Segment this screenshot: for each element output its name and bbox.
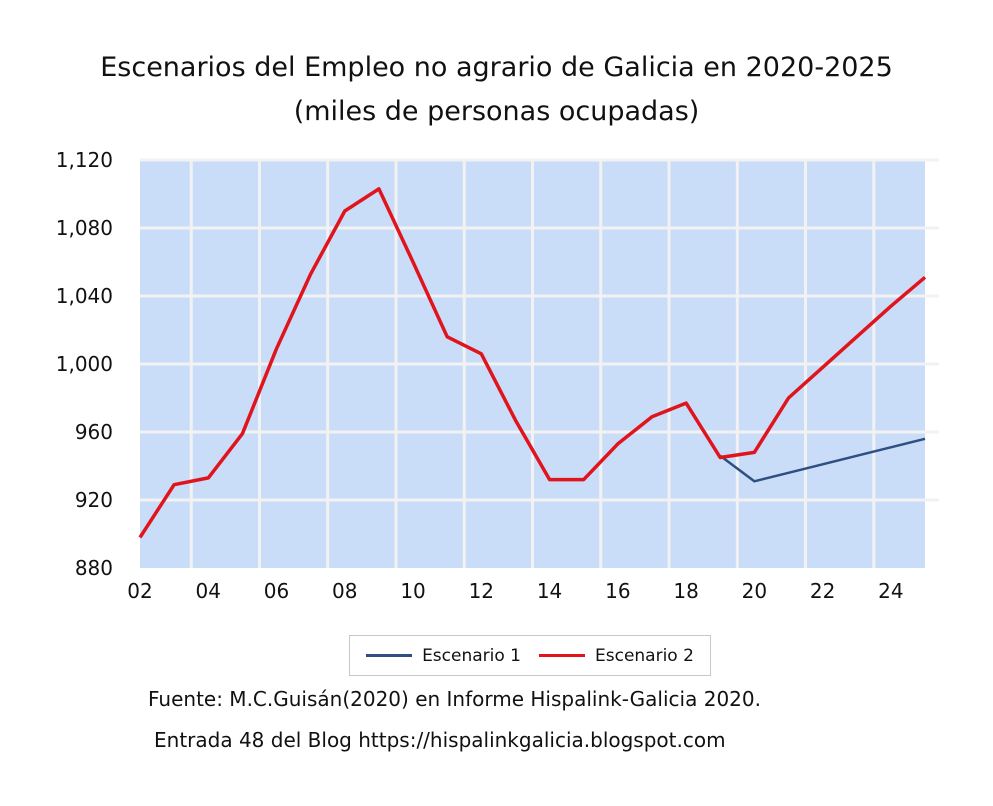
y-tick-label: 1,080 [56, 216, 113, 240]
x-axis: 02 04 06 08 10 12 14 16 18 20 22 24 [127, 579, 903, 603]
x-tick-label: 16 [605, 579, 630, 603]
y-tick-label: 920 [75, 488, 113, 512]
legend-label-escenario-1: Escenario 1 [422, 645, 521, 666]
x-tick-label: 04 [196, 579, 221, 603]
line-chart: 880 920 960 1,000 1,040 1,080 1,120 02 04 06 08 10… [56, 148, 939, 603]
y-axis: 880 920 960 1,000 1,040 1,080 1,120 [56, 148, 113, 580]
blog-note: Entrada 48 del Blog https://hispalinkgal… [154, 728, 726, 752]
x-tick-label: 14 [537, 579, 562, 603]
legend-swatch-escenario-2 [539, 654, 585, 657]
y-tick-label: 960 [75, 420, 113, 444]
x-tick-label: 22 [810, 579, 835, 603]
series-lines [138, 187, 927, 539]
chart-title: Escenarios del Empleo no agrario de Gali… [100, 52, 893, 83]
legend: Escenario 1 Escenario 2 [349, 635, 711, 676]
y-tick-label: 880 [75, 556, 113, 580]
legend-swatch-escenario-1 [366, 654, 413, 657]
series-line-escenario-2 [138, 187, 927, 539]
legend-item-escenario-2: Escenario 2 [539, 646, 694, 666]
source-note: Fuente: M.C.Guisán(2020) en Informe Hisp… [148, 687, 761, 711]
series-line-escenario-1 [719, 437, 926, 483]
y-tick-label: 1,000 [56, 352, 113, 376]
x-tick-label: 06 [264, 579, 289, 603]
x-tick-label: 18 [673, 579, 698, 603]
x-tick-label: 12 [469, 579, 494, 603]
y-tick-label: 1,040 [56, 284, 113, 308]
grid [140, 158, 939, 568]
x-tick-label: 10 [400, 579, 425, 603]
y-tick-label: 1,120 [56, 148, 113, 172]
x-tick-label: 08 [332, 579, 357, 603]
x-tick-label: 24 [878, 579, 903, 603]
legend-label-escenario-2: Escenario 2 [595, 645, 694, 666]
x-tick-label: 02 [127, 579, 152, 603]
legend-item-escenario-1: Escenario 1 [366, 646, 521, 666]
chart-subtitle: (miles de personas ocupadas) [293, 96, 700, 127]
x-tick-label: 20 [742, 579, 767, 603]
